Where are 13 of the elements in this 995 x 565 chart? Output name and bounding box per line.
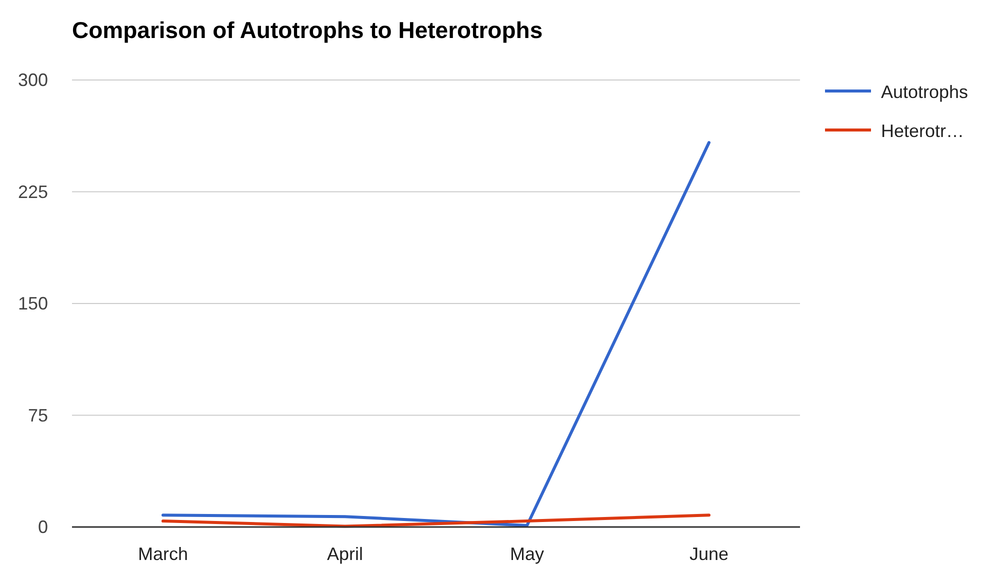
x-tick-label: April: [326, 544, 364, 564]
line-series: [162, 141, 710, 528]
y-tick-label: 150: [18, 294, 48, 314]
y-tick-label: 0: [38, 517, 48, 537]
legend-label: Autotrophs: [881, 82, 968, 102]
chart-title: Comparison of Autotrophs to Heterotrophs: [72, 17, 543, 43]
y-tick-label: 225: [18, 182, 48, 202]
x-tick-label: May: [510, 544, 544, 564]
y-tick-label: 75: [28, 405, 48, 426]
legend-label: Heterotr…: [881, 121, 964, 141]
x-tick-label: June: [689, 544, 729, 564]
x-tick-label: March: [138, 544, 188, 564]
y-tick-label: 300: [18, 70, 48, 90]
